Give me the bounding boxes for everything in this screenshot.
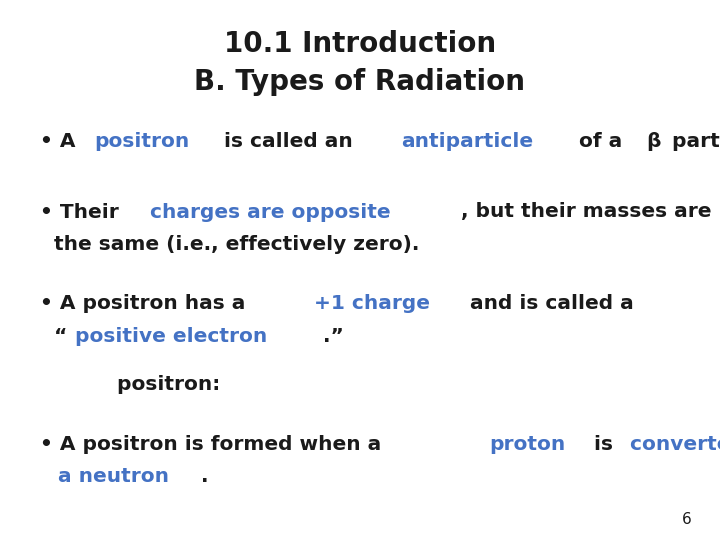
Text: • A positron is formed when a: • A positron is formed when a	[40, 435, 388, 454]
Text: , but their masses are: , but their masses are	[461, 202, 711, 221]
Text: positron: positron	[94, 132, 189, 151]
Text: of a: of a	[572, 132, 629, 151]
Text: • A positron has a: • A positron has a	[40, 294, 252, 313]
Text: particle.: particle.	[665, 132, 720, 151]
Text: +1 charge: +1 charge	[314, 294, 430, 313]
Text: is: is	[588, 435, 621, 454]
Text: • A: • A	[40, 132, 82, 151]
Text: .”: .”	[323, 327, 344, 346]
Text: β: β	[646, 132, 660, 151]
Text: and is called a: and is called a	[463, 294, 634, 313]
Text: charges are opposite: charges are opposite	[150, 202, 391, 221]
Text: converted to: converted to	[630, 435, 720, 454]
Text: 6: 6	[681, 511, 691, 526]
Text: .: .	[201, 467, 208, 486]
Text: proton: proton	[489, 435, 565, 454]
Text: • Their: • Their	[40, 202, 125, 221]
Text: “: “	[40, 327, 67, 346]
Text: the same (i.e., effectively zero).: the same (i.e., effectively zero).	[40, 235, 419, 254]
Text: positive electron: positive electron	[75, 327, 267, 346]
Text: 10.1 Introduction: 10.1 Introduction	[224, 30, 496, 58]
Text: positron:: positron:	[40, 375, 220, 394]
Text: a neutron: a neutron	[58, 467, 168, 486]
Text: antiparticle: antiparticle	[402, 132, 534, 151]
Text: B. Types of Radiation: B. Types of Radiation	[194, 68, 526, 96]
Text: is called an: is called an	[217, 132, 360, 151]
